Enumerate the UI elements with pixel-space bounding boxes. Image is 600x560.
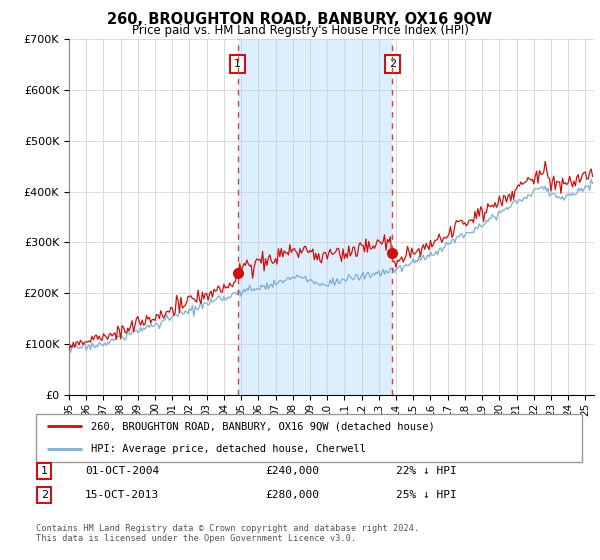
Text: 25% ↓ HPI: 25% ↓ HPI [397, 490, 457, 500]
Text: 01-OCT-2004: 01-OCT-2004 [85, 466, 160, 476]
Text: 260, BROUGHTON ROAD, BANBURY, OX16 9QW: 260, BROUGHTON ROAD, BANBURY, OX16 9QW [107, 12, 493, 27]
Text: HPI: Average price, detached house, Cherwell: HPI: Average price, detached house, Cher… [91, 444, 365, 454]
Text: 15-OCT-2013: 15-OCT-2013 [85, 490, 160, 500]
Text: 260, BROUGHTON ROAD, BANBURY, OX16 9QW (detached house): 260, BROUGHTON ROAD, BANBURY, OX16 9QW (… [91, 421, 434, 431]
Text: 2: 2 [41, 490, 48, 500]
Text: 22% ↓ HPI: 22% ↓ HPI [397, 466, 457, 476]
Text: £240,000: £240,000 [265, 466, 319, 476]
Text: £280,000: £280,000 [265, 490, 319, 500]
Text: 2: 2 [389, 59, 396, 69]
Text: 1: 1 [234, 59, 241, 69]
Text: Price paid vs. HM Land Registry's House Price Index (HPI): Price paid vs. HM Land Registry's House … [131, 24, 469, 37]
FancyBboxPatch shape [36, 414, 582, 462]
Text: Contains HM Land Registry data © Crown copyright and database right 2024.
This d: Contains HM Land Registry data © Crown c… [36, 524, 419, 543]
Bar [238, 39, 392, 395]
Text: 1: 1 [41, 466, 47, 476]
